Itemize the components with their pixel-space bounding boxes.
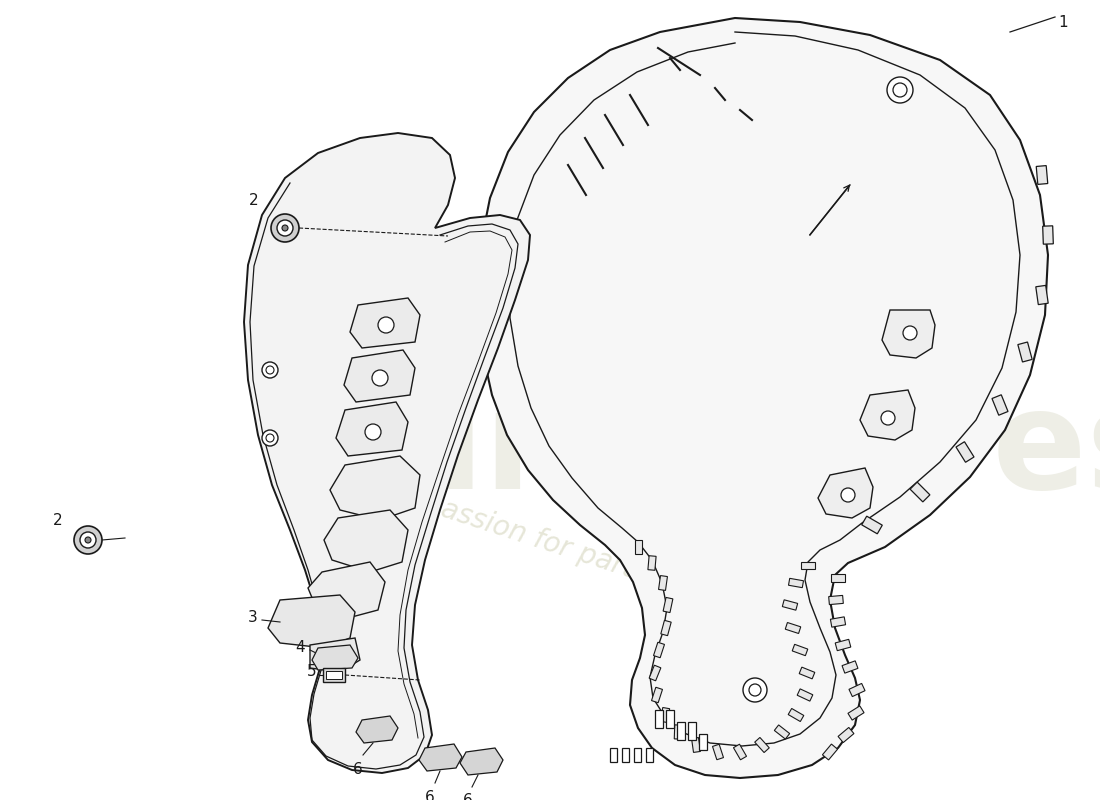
- Polygon shape: [860, 390, 915, 440]
- Text: eurospares: eurospares: [290, 382, 1100, 518]
- Polygon shape: [659, 575, 668, 590]
- Bar: [323, 668, 345, 682]
- Polygon shape: [324, 510, 408, 572]
- Polygon shape: [956, 442, 974, 462]
- Polygon shape: [649, 665, 661, 681]
- Polygon shape: [648, 556, 656, 570]
- Text: 6: 6: [425, 790, 435, 800]
- Polygon shape: [734, 744, 747, 760]
- Polygon shape: [310, 638, 360, 672]
- Text: 5: 5: [307, 665, 316, 679]
- Bar: [676, 722, 685, 740]
- Polygon shape: [830, 574, 845, 582]
- Polygon shape: [830, 617, 846, 627]
- Bar: [688, 722, 696, 740]
- Polygon shape: [789, 578, 803, 588]
- Text: 1: 1: [1058, 15, 1068, 30]
- Polygon shape: [663, 598, 673, 613]
- Polygon shape: [460, 748, 503, 775]
- Bar: [621, 748, 629, 762]
- Polygon shape: [861, 516, 882, 534]
- Circle shape: [842, 488, 855, 502]
- Polygon shape: [782, 600, 797, 610]
- Text: 3: 3: [249, 610, 258, 626]
- Text: 6: 6: [463, 793, 473, 800]
- Circle shape: [277, 220, 293, 236]
- Polygon shape: [823, 744, 837, 760]
- Text: 4: 4: [296, 641, 305, 655]
- Bar: [666, 710, 674, 728]
- Polygon shape: [244, 133, 530, 773]
- Polygon shape: [1043, 226, 1054, 244]
- Circle shape: [893, 83, 907, 97]
- Polygon shape: [848, 706, 865, 720]
- Circle shape: [881, 411, 895, 425]
- Polygon shape: [818, 468, 873, 518]
- Circle shape: [742, 678, 767, 702]
- Polygon shape: [653, 642, 664, 658]
- Circle shape: [282, 225, 288, 231]
- Polygon shape: [789, 709, 804, 722]
- Circle shape: [85, 537, 91, 543]
- Polygon shape: [308, 562, 385, 618]
- Bar: [326, 671, 342, 679]
- Polygon shape: [792, 644, 807, 656]
- Polygon shape: [992, 394, 1008, 415]
- Polygon shape: [838, 727, 854, 742]
- Circle shape: [266, 366, 274, 374]
- Polygon shape: [910, 482, 930, 502]
- Circle shape: [887, 77, 913, 103]
- Circle shape: [378, 317, 394, 333]
- Text: 2: 2: [53, 513, 62, 528]
- Polygon shape: [419, 744, 462, 771]
- Polygon shape: [674, 725, 682, 739]
- Polygon shape: [801, 562, 815, 569]
- Polygon shape: [774, 725, 790, 739]
- Polygon shape: [660, 707, 670, 722]
- Polygon shape: [1036, 286, 1048, 305]
- Polygon shape: [651, 687, 662, 702]
- Polygon shape: [336, 402, 408, 456]
- Polygon shape: [356, 716, 398, 743]
- Polygon shape: [755, 738, 769, 753]
- Circle shape: [749, 684, 761, 696]
- Polygon shape: [635, 540, 641, 554]
- Polygon shape: [849, 683, 865, 697]
- Bar: [646, 748, 653, 762]
- Polygon shape: [800, 667, 815, 679]
- Polygon shape: [312, 645, 358, 670]
- Polygon shape: [330, 456, 420, 520]
- Circle shape: [903, 326, 917, 340]
- Circle shape: [262, 362, 278, 378]
- Polygon shape: [1036, 166, 1048, 185]
- Circle shape: [372, 370, 388, 386]
- Polygon shape: [478, 18, 1048, 778]
- Circle shape: [271, 214, 299, 242]
- Circle shape: [365, 424, 381, 440]
- Polygon shape: [835, 639, 850, 650]
- Circle shape: [262, 430, 278, 446]
- Polygon shape: [843, 661, 858, 673]
- Polygon shape: [713, 744, 724, 760]
- Bar: [654, 710, 663, 728]
- Polygon shape: [344, 350, 415, 402]
- Polygon shape: [350, 298, 420, 348]
- Text: 6: 6: [353, 762, 363, 777]
- Circle shape: [74, 526, 102, 554]
- Polygon shape: [268, 595, 355, 648]
- Polygon shape: [798, 689, 813, 701]
- Polygon shape: [882, 310, 935, 358]
- Text: a passion for parts since 1985: a passion for parts since 1985: [396, 482, 804, 638]
- Circle shape: [266, 434, 274, 442]
- Bar: [698, 734, 707, 750]
- Circle shape: [80, 532, 96, 548]
- Polygon shape: [1018, 342, 1032, 362]
- Polygon shape: [785, 622, 801, 634]
- Polygon shape: [661, 620, 671, 636]
- Polygon shape: [692, 738, 701, 753]
- Polygon shape: [828, 595, 844, 605]
- Bar: [610, 748, 617, 762]
- Text: 2: 2: [249, 193, 258, 208]
- Bar: [634, 748, 641, 762]
